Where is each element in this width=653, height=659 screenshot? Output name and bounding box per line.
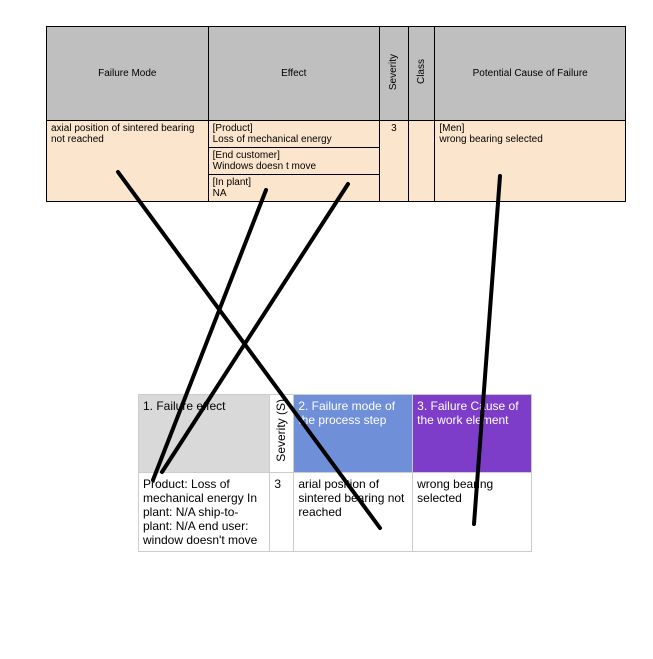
cause-label: [Men] xyxy=(439,123,621,134)
cell-severity-s: 3 xyxy=(270,473,294,552)
cause-text: wrong bearing selected xyxy=(439,134,621,145)
header-severity: Severity xyxy=(379,27,408,121)
cell-failure-cause-element: wrong bearing selected xyxy=(413,473,532,552)
header-failure-mode: Failure Mode xyxy=(47,27,209,121)
header-severity-s: Severity (S) xyxy=(270,395,294,473)
header-cause: Potential Cause of Failure xyxy=(435,27,626,121)
effect-inplant-label: [In plant] xyxy=(213,177,375,188)
effect-endcustomer-text: Windows doesn t move xyxy=(213,161,375,172)
effect-endcustomer-label: [End customer] xyxy=(213,150,375,161)
cell-cause: [Men] wrong bearing selected xyxy=(435,121,626,202)
header-effect: Effect xyxy=(208,27,379,121)
cell-failure-effect: Product: Loss of mechanical energy In pl… xyxy=(139,473,270,552)
effect-endcustomer: [End customer] Windows doesn t move xyxy=(209,148,379,175)
effect-product-text: Loss of mechanical energy xyxy=(213,134,375,145)
header-failure-effect: 1. Failure effect xyxy=(139,395,270,473)
header-failure-mode-step: 2. Failure mode of the process step xyxy=(294,395,413,473)
effect-product: [Product] Loss of mechanical energy xyxy=(209,121,379,148)
fmea-source-table: Failure Mode Effect Severity Class Poten… xyxy=(46,26,626,202)
header-class: Class xyxy=(408,27,435,121)
fmea-target-table: 1. Failure effect Severity (S) 2. Failur… xyxy=(138,394,532,552)
cell-effects: [Product] Loss of mechanical energy [End… xyxy=(208,121,379,202)
table-row: Product: Loss of mechanical energy In pl… xyxy=(139,473,532,552)
cell-severity: 3 xyxy=(379,121,408,202)
header-failure-cause-element: 3. Failure Cause of the work element xyxy=(413,395,532,473)
cell-class xyxy=(408,121,435,202)
effect-inplant-text: NA xyxy=(213,188,375,199)
table-row: axial position of sintered bearing not r… xyxy=(47,121,626,202)
cell-failure-mode-step: arial position of sintered bearing not r… xyxy=(294,473,413,552)
effect-inplant: [In plant] NA xyxy=(209,175,379,201)
cell-failure-mode: axial position of sintered bearing not r… xyxy=(47,121,209,202)
effect-product-label: [Product] xyxy=(213,123,375,134)
